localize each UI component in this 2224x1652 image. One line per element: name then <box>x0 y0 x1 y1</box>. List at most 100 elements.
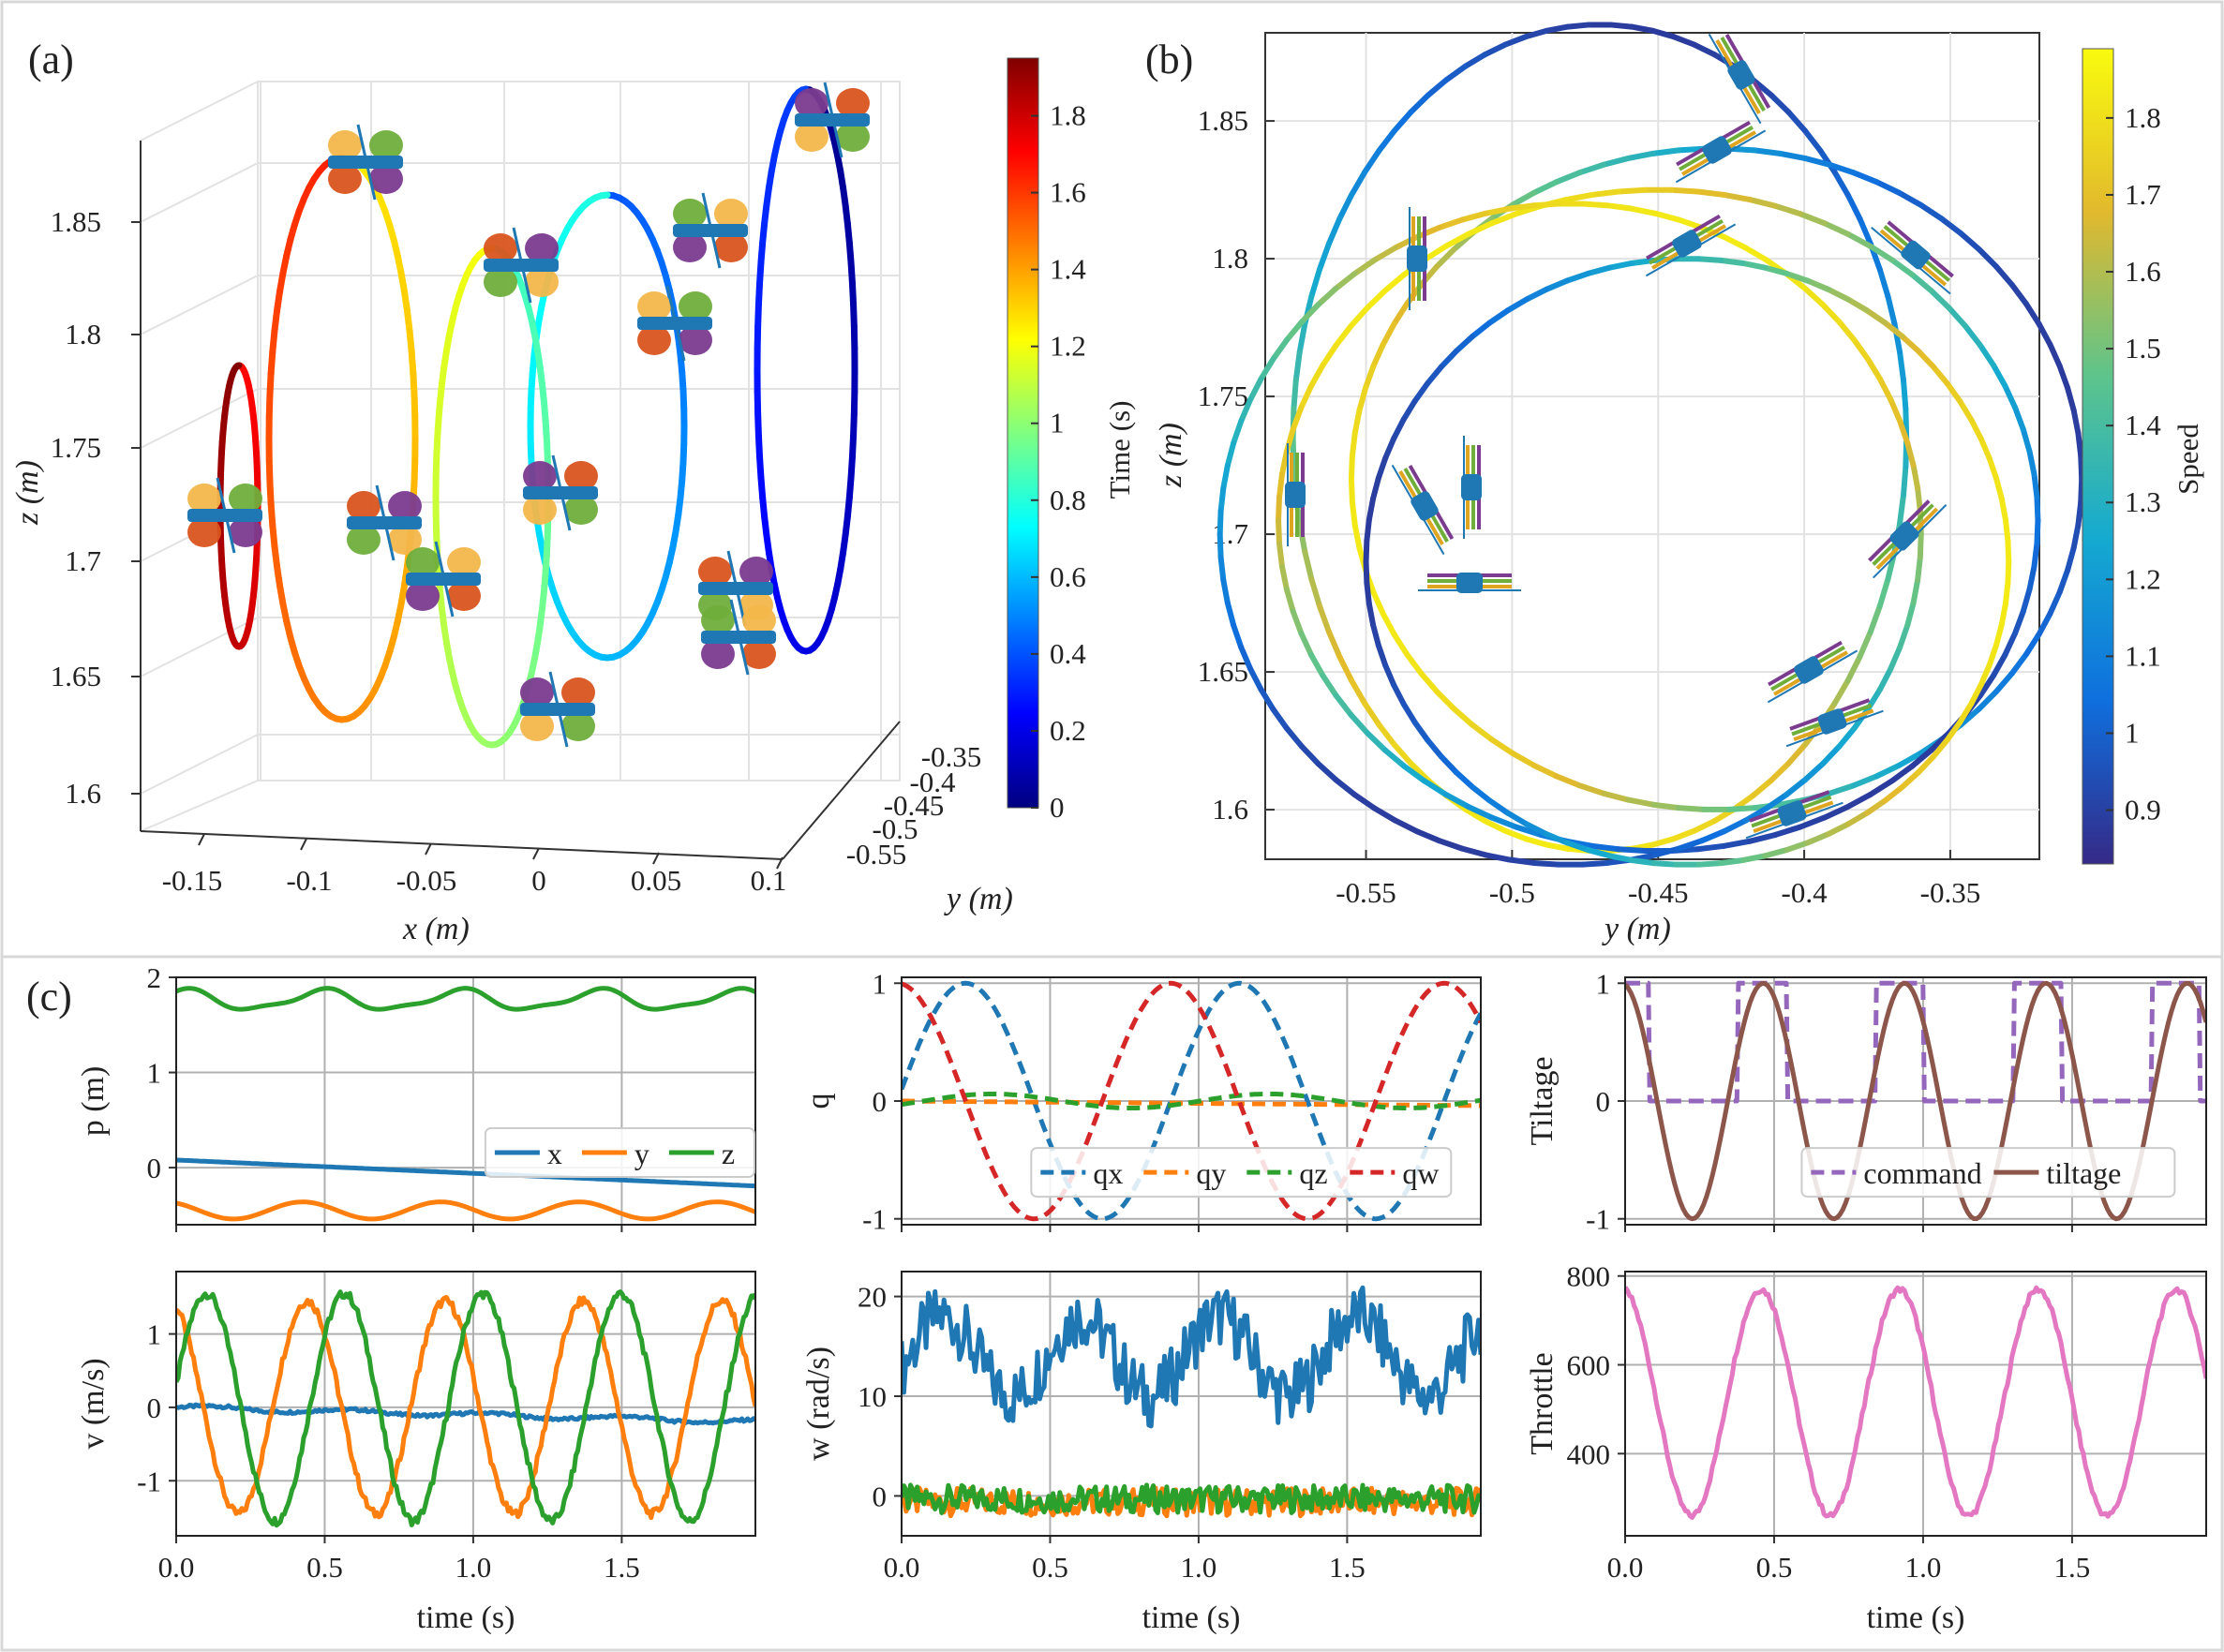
panel-b-traj-segment <box>1364 288 1388 311</box>
panel-b-traj-segment <box>1411 380 1431 405</box>
panel-a-colorbar-ticks: 1.8 1.6 1.4 1.2 1 0.8 0.6 0.4 0.2 0 <box>1031 99 1086 824</box>
legend-label: qx <box>1093 1156 1123 1190</box>
panel-b-traj-segment <box>1752 147 1784 156</box>
panel-b-traj-segment <box>1501 34 1529 48</box>
panel-b-cbar-label: 0.9 <box>2125 794 2161 826</box>
panel-b-traj-segment <box>1370 621 1381 648</box>
series-line-z <box>176 986 755 1012</box>
panel-a-traj-segment <box>757 474 767 501</box>
panel-b-traj-segment <box>1544 23 1571 34</box>
panel-b-traj-segment <box>1425 77 1450 98</box>
panel-a-traj-segment <box>408 348 417 377</box>
panel-b-traj-segment <box>1910 577 1921 606</box>
panel-a-traj-segment <box>847 259 856 287</box>
panel-b-traj-segment <box>1316 603 1332 635</box>
panel-b-traj-segment <box>1589 188 1621 198</box>
panel-a-drone <box>187 477 262 554</box>
panel-a-traj-segment <box>271 543 281 570</box>
panel-b-drone <box>1785 698 1884 748</box>
panel-b-traj-segment <box>1882 783 1905 804</box>
panel-a-traj-segment <box>267 500 276 529</box>
panel-b-traj-segment <box>1968 416 1984 441</box>
xlabel: time (s) <box>417 1600 515 1635</box>
panel-a-drone <box>520 671 595 748</box>
panel-b-traj-segment <box>1247 376 1264 403</box>
panel-b-colorbar <box>2082 48 2114 865</box>
panel-b-traj-segment <box>1844 653 1863 684</box>
panel-b-traj-segment <box>1284 319 1306 343</box>
panel-b-traj-segment <box>1238 396 1254 424</box>
ytick-label: 2 <box>147 961 162 994</box>
panel-b-traj-segment <box>1292 349 1303 383</box>
panel-b-traj-segment <box>1876 665 1894 692</box>
panel-b-traj-segment <box>1978 435 1993 461</box>
panel-b-traj-segment <box>1825 821 1851 838</box>
panel-a-cbar-label: 1 <box>1050 407 1065 439</box>
panel-b-traj-segment <box>2031 540 2040 570</box>
panel-b-traj-segment <box>1876 376 1894 403</box>
panel-b-traj-segment <box>1278 449 1290 478</box>
panel-b-traj-segment <box>1882 320 1905 340</box>
ylabel: p (m) <box>76 1066 111 1137</box>
ytick-label: 1 <box>147 1318 162 1351</box>
legend-label: qy <box>1196 1156 1226 1190</box>
legend-label: tiltage <box>2046 1156 2121 1190</box>
panel-b-traj-segment <box>1742 245 1769 263</box>
panel-b-traj-segment <box>1391 416 1407 441</box>
panel-b-traj-segment <box>1739 260 1769 271</box>
xtick-label: 0.5 <box>306 1551 343 1584</box>
xtick-label: 1.5 <box>1329 1551 1366 1584</box>
panel-b-traj-segment <box>1671 827 1698 842</box>
panel-b-traj-segment <box>2047 341 2063 369</box>
panel-b-traj-segment <box>1411 719 1431 743</box>
panel-a-traj-segment <box>848 432 858 461</box>
panel-b-traj-segment <box>1589 842 1621 853</box>
panel-b-traj-segment <box>1579 859 1610 868</box>
panel-b-traj-segment <box>1459 210 1489 223</box>
panel-b-traj-segment <box>1276 494 1283 524</box>
panel-a-zgrid <box>140 162 259 223</box>
panel-b-traj-segment <box>1785 741 1808 766</box>
panel-b-traj-segment <box>1523 821 1550 838</box>
panel-a-ztick-label: 1.75 <box>51 431 101 464</box>
panel-b-traj-segment <box>1563 270 1591 284</box>
panel-b-traj-segment <box>1349 499 1358 528</box>
panel-b-traj-segment <box>2075 499 2084 528</box>
panel-b-traj-segment <box>1488 211 1519 227</box>
panel-b-traj-segment <box>1302 548 1315 583</box>
panel-b-traj-segment <box>1692 818 1718 834</box>
panel-b-traj-segment <box>1675 145 1707 154</box>
panel-b-traj-segment <box>1400 701 1418 725</box>
ytick-label: 20 <box>858 1281 887 1314</box>
panel-a-traj-segment <box>850 301 858 330</box>
xtick-label: 1.0 <box>1181 1551 1217 1584</box>
panel-b-traj-segment <box>1544 841 1571 852</box>
panel-a-cbar-label: 0.6 <box>1050 560 1086 593</box>
panel-b-ytick-label: 1.8 <box>1212 242 1248 275</box>
panel-b-traj-segment <box>1576 161 1607 176</box>
ylabel: w (rad/s) <box>801 1347 836 1461</box>
panel-b-traj-segment <box>1873 179 1903 196</box>
panel-b-traj-segment <box>1370 341 1386 369</box>
panel-b-traj-segment <box>1224 600 1237 629</box>
panel-b-traj-segment <box>1873 762 1903 780</box>
panel-b-traj-segment <box>2002 516 2011 543</box>
legend-label: z <box>722 1137 735 1170</box>
panel-b-traj-segment <box>1462 52 1488 69</box>
series-line-z <box>176 1289 755 1528</box>
panel-a-xtick-label: -0.1 <box>286 864 332 897</box>
panel-b-traj-segment <box>1931 737 1950 760</box>
panel-b-traj-segment <box>1910 462 1921 491</box>
panel-b-traj-segment <box>1802 285 1826 308</box>
ytick-label: 1 <box>147 1057 162 1090</box>
panel-b-traj-segment <box>2078 453 2085 483</box>
panel-b-traj-segment <box>1649 836 1678 848</box>
panel-b-traj-segment <box>2070 407 2082 437</box>
panel-b-cbar-label: 1.8 <box>2125 101 2161 134</box>
panel-b-traj-segment <box>1888 257 1916 278</box>
xlabel: time (s) <box>1142 1600 1241 1635</box>
panel-a-drone <box>637 285 712 362</box>
panel-b-traj-segment <box>1509 750 1537 768</box>
panel-b-colorbar-label: Speed <box>2172 424 2204 495</box>
